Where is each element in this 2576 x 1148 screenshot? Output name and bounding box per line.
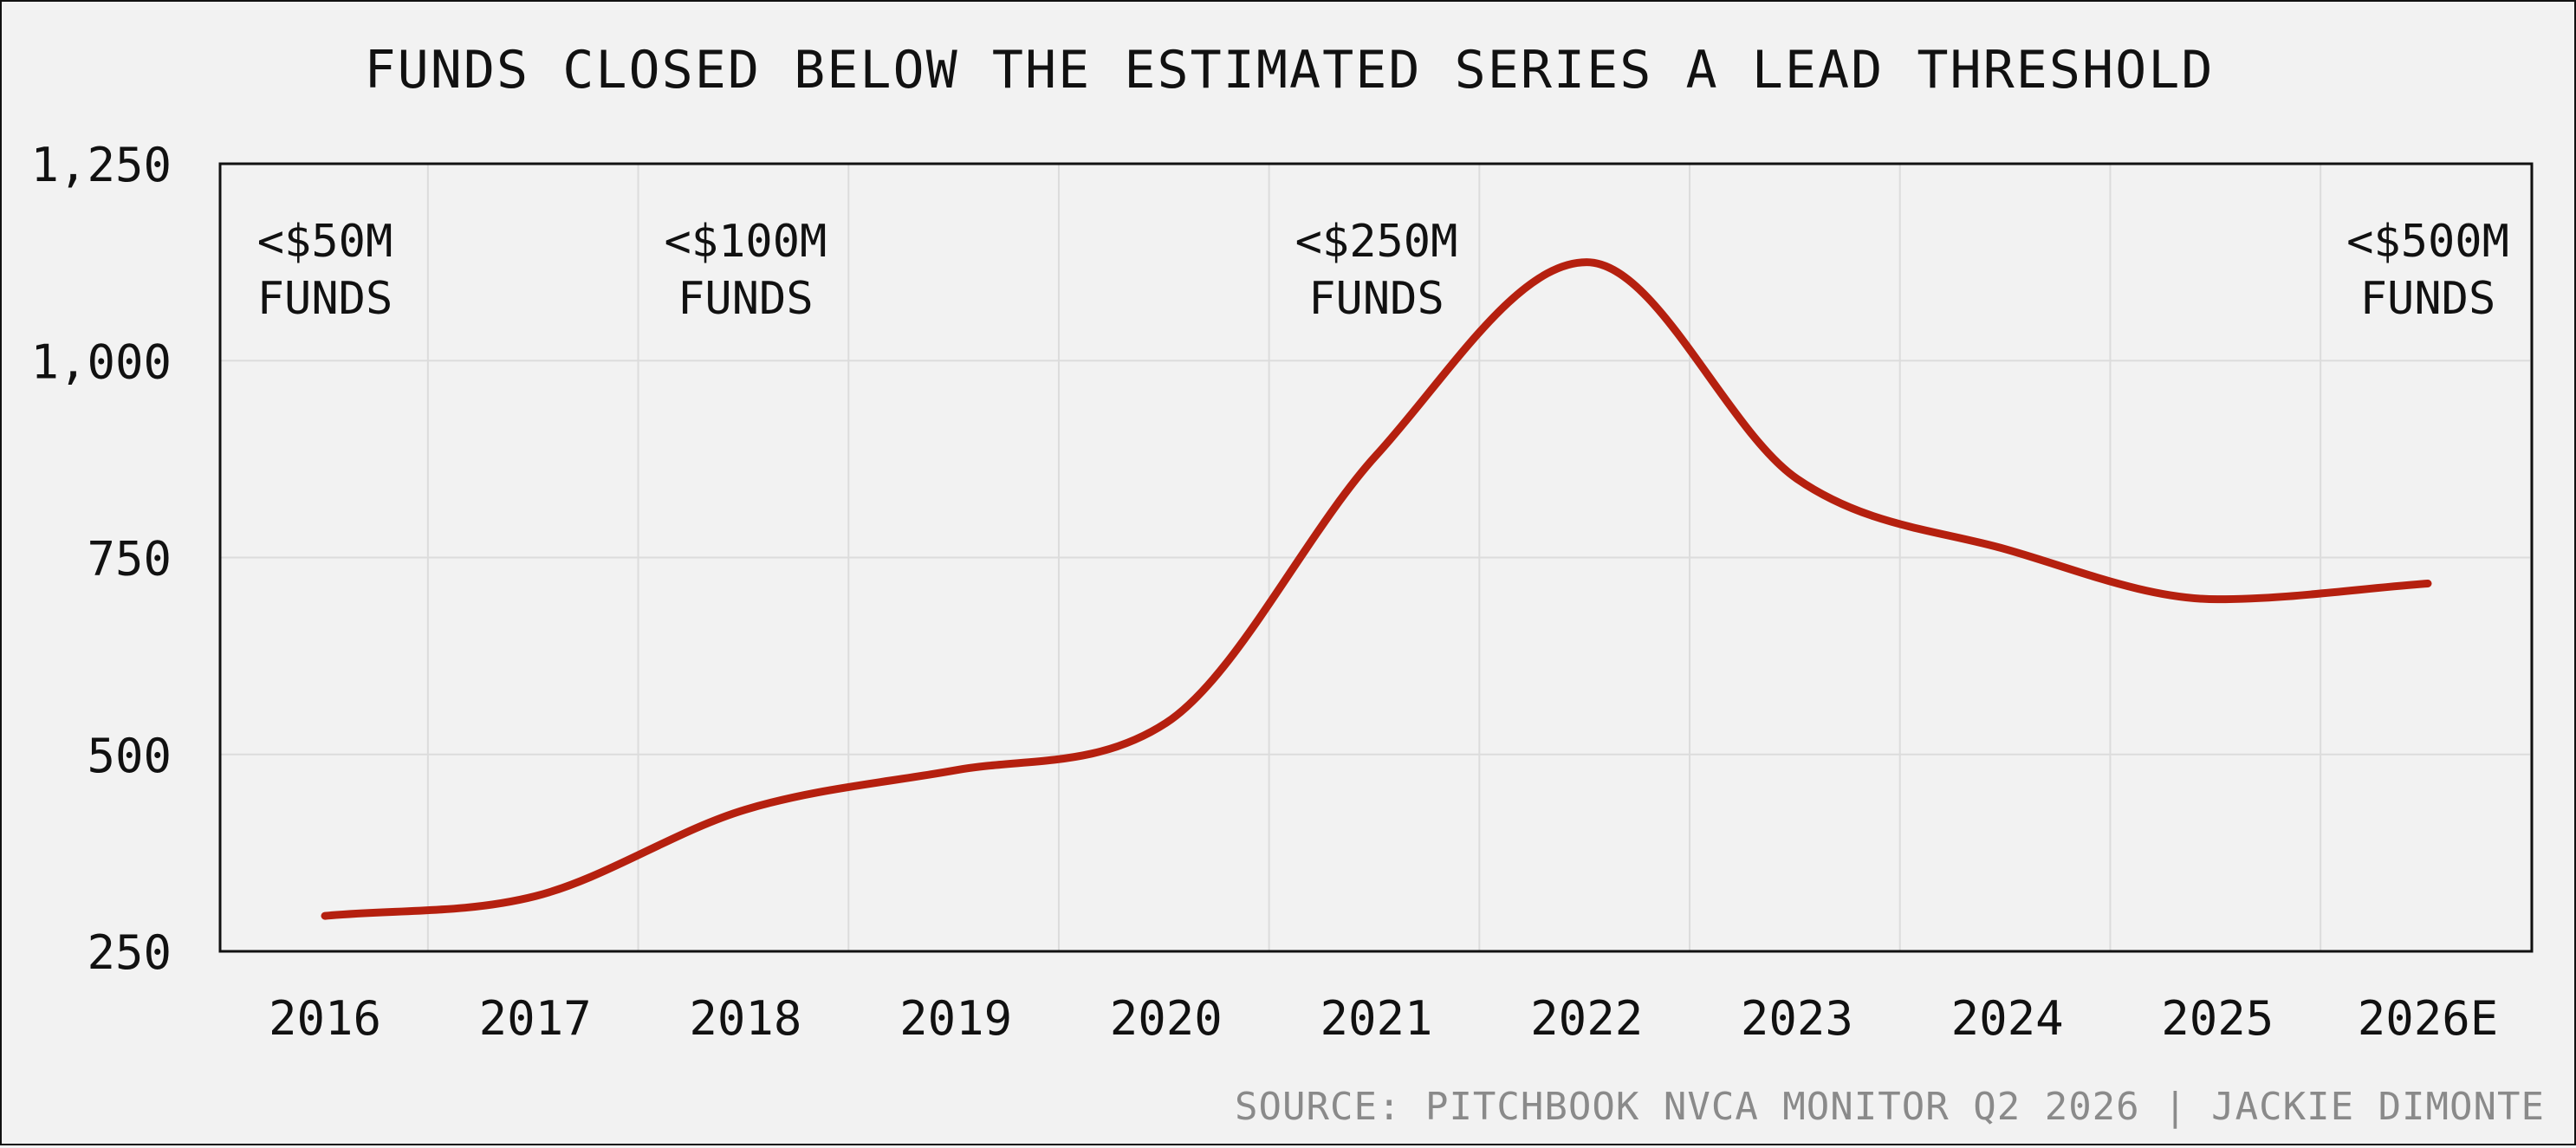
x-tick-label: 2024 (1951, 991, 2064, 1046)
annotation-label: <$100M (664, 216, 827, 268)
plot-area (218, 162, 2534, 953)
x-tick-label: 2020 (1110, 991, 1223, 1046)
x-tick-label: 2026E (2358, 991, 2499, 1046)
annotation-label: FUNDS (1308, 273, 1444, 325)
x-tick-label: 2025 (2161, 991, 2274, 1046)
annotation-label: FUNDS (678, 273, 814, 325)
x-tick-label: 2019 (899, 991, 1012, 1046)
source-note: SOURCE: PITCHBOOK NVCA MONITOR Q2 2026 |… (1235, 1085, 2545, 1129)
y-axis: 250 500 750 1,000 1,250 (30, 138, 172, 980)
annotation-label: FUNDS (2360, 273, 2496, 325)
x-tick-label: 2017 (479, 991, 592, 1046)
y-tick-label: 750 (87, 532, 172, 587)
x-tick-label: 2023 (1741, 991, 1853, 1046)
series-line (321, 258, 2432, 920)
y-tick-label: 1,250 (30, 138, 172, 192)
x-tick-label: 2018 (689, 991, 801, 1046)
y-tick-label: 1,000 (30, 334, 172, 389)
x-axis: 2016 2017 2018 2019 2020 2021 2022 2023 2024 2025… (269, 991, 2498, 1046)
x-tick-label: 2016 (269, 991, 381, 1046)
series-group (321, 258, 2432, 920)
annotation-label: <$500M (2346, 216, 2509, 268)
x-tick-label: 2022 (1530, 991, 1643, 1046)
x-tick-label: 2021 (1320, 991, 1432, 1046)
y-tick-label: 500 (87, 729, 172, 783)
annotation-label: <$50M (257, 216, 393, 268)
annotation-label: FUNDS (257, 273, 393, 325)
annotation-label: <$250M (1295, 216, 1458, 268)
annotations: <$50MFUNDS<$100MFUNDS<$250MFUNDS<$500MFU… (257, 216, 2509, 325)
chart-title: FUNDS CLOSED BELOW THE ESTIMATED SERIES … (365, 40, 2215, 101)
y-tick-label: 250 (87, 925, 172, 980)
